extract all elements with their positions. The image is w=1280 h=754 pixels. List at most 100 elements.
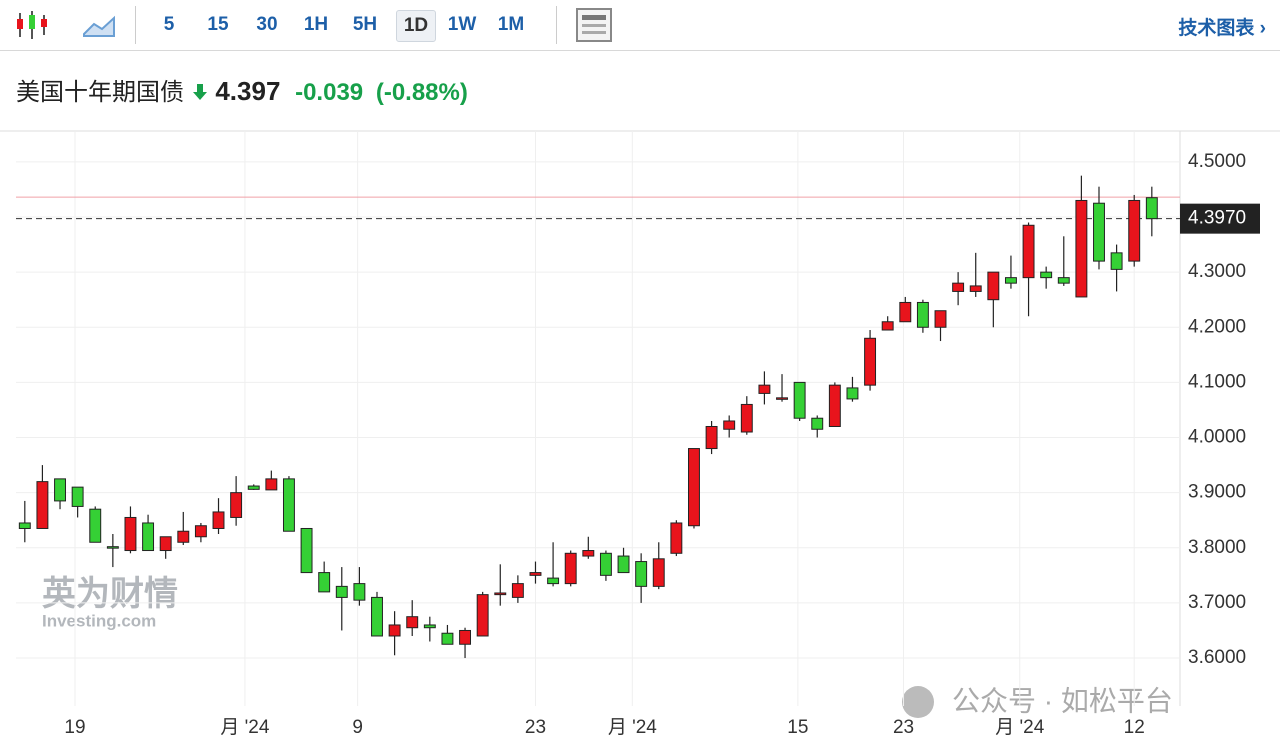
candle-body: [793, 381, 806, 419]
tech-chart-link[interactable]: 技术图表 ›: [1178, 18, 1266, 39]
candle-body: [459, 629, 472, 645]
candle-body: [89, 508, 102, 543]
y-tick-label: 4.2000: [1188, 316, 1246, 337]
candle-body: [494, 592, 507, 596]
candle-body: [547, 577, 560, 585]
candle-body: [476, 594, 489, 637]
candle-body: [511, 583, 524, 598]
candle-body: [952, 282, 965, 292]
separator: [556, 6, 557, 44]
quote-header: 美国十年期国债 4.397 -0.039 (-0.88%): [16, 72, 468, 107]
x-tick-label: 23: [525, 717, 546, 738]
x-tick-label: 19: [64, 717, 85, 738]
candle-body: [969, 285, 982, 292]
candle-body: [441, 632, 454, 645]
candle-body: [388, 624, 401, 637]
interval-button[interactable]: 5: [163, 14, 175, 35]
interval-button[interactable]: 5H: [352, 14, 378, 35]
toolbar: 5 15 30 1H 5H 1D 1W 1M 技术图表 ›: [0, 0, 1280, 51]
price: 4.397: [215, 76, 281, 106]
candle-body: [652, 558, 665, 587]
y-tick-label: 4.1000: [1188, 371, 1246, 392]
change-percent: (-0.88%): [375, 79, 468, 106]
last-price-label: 4.3970: [1188, 208, 1246, 229]
change: -0.039: [295, 79, 364, 106]
candle-body: [106, 546, 119, 549]
y-tick-label: 4.0000: [1188, 427, 1246, 448]
watermark-account: 公众号 · 如松平台: [952, 685, 1173, 716]
interval-button[interactable]: 1W: [447, 14, 477, 35]
candle-body: [740, 403, 753, 433]
candle-body: [212, 511, 225, 529]
separator: [135, 6, 136, 44]
candle-body: [688, 448, 700, 527]
candle-body: [987, 271, 1000, 301]
y-tick-label: 3.6000: [1188, 647, 1246, 668]
x-tick-label: 9: [352, 717, 363, 738]
candle-body: [353, 583, 366, 601]
area-icon[interactable]: [82, 10, 116, 40]
candle-icon[interactable]: [12, 5, 52, 45]
candle-body: [916, 301, 929, 328]
interval-button[interactable]: 30: [256, 14, 278, 35]
candle-body: [705, 425, 718, 450]
candle-body: [899, 301, 912, 323]
y-tick-label: 3.7000: [1188, 592, 1246, 613]
candle-body: [1022, 224, 1035, 279]
y-tick-label: 3.9000: [1188, 482, 1246, 503]
x-tick-label: 23: [893, 717, 914, 738]
candle-body: [723, 420, 736, 430]
candle-body: [335, 585, 348, 598]
candle-body: [423, 624, 436, 629]
candle-body: [177, 530, 190, 543]
candle-body: [670, 522, 683, 554]
y-tick-label: 4.3000: [1188, 261, 1246, 282]
candle-body: [318, 572, 331, 593]
candle-body: [599, 552, 612, 576]
candle-body: [265, 478, 278, 491]
candle-body: [881, 321, 894, 331]
candle-body: [776, 397, 788, 400]
candle-body: [529, 572, 542, 576]
candle-body: [1128, 199, 1141, 262]
x-tick-label: 15: [787, 717, 808, 738]
candle-body: [811, 417, 824, 430]
candle-body: [230, 492, 243, 518]
candle-body: [124, 516, 137, 552]
x-tick-label: 月 '24: [608, 717, 657, 738]
layout-icon[interactable]: [575, 7, 613, 43]
candle-body: [635, 561, 648, 587]
candle-body: [828, 384, 841, 427]
candle-body: [71, 486, 84, 507]
watermark-site: Investing.com: [42, 611, 156, 630]
interval-button[interactable]: 1H: [303, 14, 329, 35]
candle-body: [54, 478, 66, 502]
candle-body: [582, 550, 595, 557]
candle-body: [1093, 202, 1105, 262]
candle-body: [159, 536, 172, 552]
candle-body: [617, 555, 630, 574]
candle-body: [1110, 252, 1123, 270]
candle-body: [142, 522, 155, 552]
candle-body: [247, 485, 260, 490]
candle-body: [1004, 277, 1017, 284]
candle-body: [758, 384, 771, 394]
candle-body: [846, 387, 859, 400]
candle-body: [934, 310, 947, 328]
wechat-icon: [902, 686, 934, 718]
candle-body: [300, 527, 313, 574]
x-tick-label: 12: [1124, 717, 1145, 738]
candle-body: [1075, 199, 1088, 298]
interval-button[interactable]: 15: [207, 14, 229, 35]
y-tick-label: 3.8000: [1188, 537, 1246, 558]
candle-body: [282, 478, 295, 532]
interval-button[interactable]: 1M: [497, 14, 525, 35]
down-arrow: [192, 84, 207, 100]
candle-body: [36, 481, 49, 529]
x-tick-label: 月 '24: [220, 717, 269, 738]
candle-body: [406, 616, 419, 629]
interval-button[interactable]: 1D: [396, 10, 436, 42]
candle-body: [1145, 197, 1158, 220]
